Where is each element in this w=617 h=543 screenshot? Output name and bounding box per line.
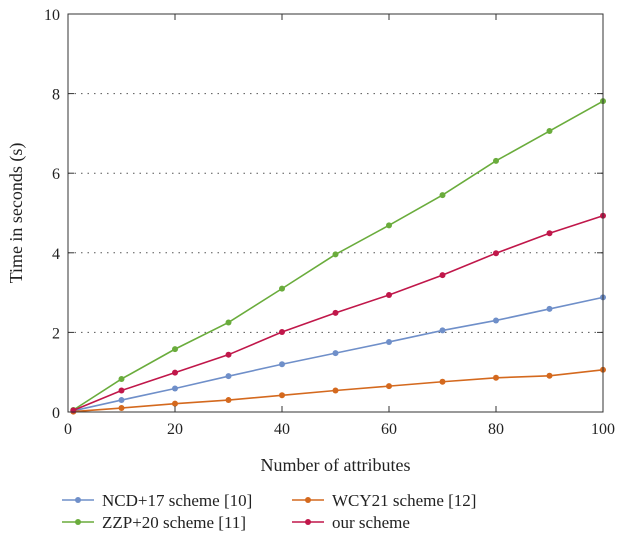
data-point: [332, 350, 339, 357]
data-point: [332, 309, 339, 316]
data-point: [546, 230, 553, 237]
x-axis-label: Number of attributes: [261, 455, 411, 475]
data-point: [493, 374, 499, 381]
y-tick-label: 8: [52, 87, 60, 104]
legend-item: NCD+17 scheme [10]: [62, 491, 252, 510]
legend-swatch-marker: [305, 519, 311, 525]
data-point: [493, 317, 499, 324]
data-point: [172, 385, 178, 392]
data-point: [118, 405, 125, 412]
data-point: [546, 305, 553, 312]
data-point: [279, 392, 285, 399]
legend-label: ZZP+20 scheme [11]: [102, 513, 246, 532]
data-point: [439, 378, 446, 385]
data-point: [386, 383, 392, 390]
series-layer: [70, 98, 606, 415]
data-point: [279, 285, 285, 292]
grid-lines: [68, 93, 603, 333]
y-tick-label: 4: [52, 246, 60, 263]
x-tick-label: 100: [591, 421, 615, 438]
data-point: [332, 387, 339, 394]
data-point: [225, 373, 232, 380]
data-point: [118, 375, 125, 382]
data-point: [279, 361, 285, 368]
data-point: [546, 128, 553, 135]
plot-area-frame: [67, 13, 604, 413]
y-tick-label: 6: [52, 166, 60, 183]
data-point: [70, 407, 77, 414]
data-point: [118, 397, 125, 404]
data-point: [225, 319, 232, 326]
data-point: [386, 338, 392, 345]
data-point: [439, 272, 446, 279]
x-tick-label: 20: [167, 421, 183, 438]
y-tick-label: 2: [52, 325, 60, 342]
legend-item: WCY21 scheme [12]: [292, 491, 476, 510]
data-point: [172, 369, 178, 376]
data-point: [493, 250, 499, 257]
x-tick-label: 60: [381, 421, 397, 438]
y-axis-label: Time in seconds (s): [6, 143, 27, 284]
data-point: [225, 351, 232, 358]
series-0: [70, 294, 606, 414]
legend-item: our scheme: [292, 513, 410, 532]
legend-swatch-marker: [305, 497, 311, 503]
data-point: [332, 251, 339, 258]
legend-label: our scheme: [332, 513, 410, 532]
data-point: [172, 400, 178, 407]
legend-swatch-marker: [75, 519, 81, 525]
data-point: [546, 372, 553, 379]
y-tick-label: 0: [52, 405, 60, 422]
data-point: [225, 397, 232, 404]
series-2: [70, 98, 606, 414]
data-point: [279, 329, 285, 336]
data-point: [386, 291, 392, 298]
legend-swatch-marker: [75, 497, 81, 503]
data-point: [172, 346, 178, 353]
data-point: [118, 387, 125, 394]
legend-label: WCY21 scheme [12]: [332, 491, 476, 510]
series-1: [70, 366, 606, 415]
data-point: [386, 222, 392, 229]
data-point: [493, 157, 499, 164]
y-tick-label: 10: [44, 7, 60, 24]
series-3: [70, 212, 606, 414]
x-tick-label: 40: [274, 421, 290, 438]
legend-label: NCD+17 scheme [10]: [102, 491, 252, 510]
data-point: [439, 192, 446, 199]
x-tick-label: 0: [64, 421, 72, 438]
legend-item: ZZP+20 scheme [11]: [62, 513, 246, 532]
legend: NCD+17 scheme [10] WCY21 scheme [12] ZZP+2…: [62, 491, 476, 532]
data-point: [439, 327, 446, 334]
x-tick-label: 80: [488, 421, 504, 438]
